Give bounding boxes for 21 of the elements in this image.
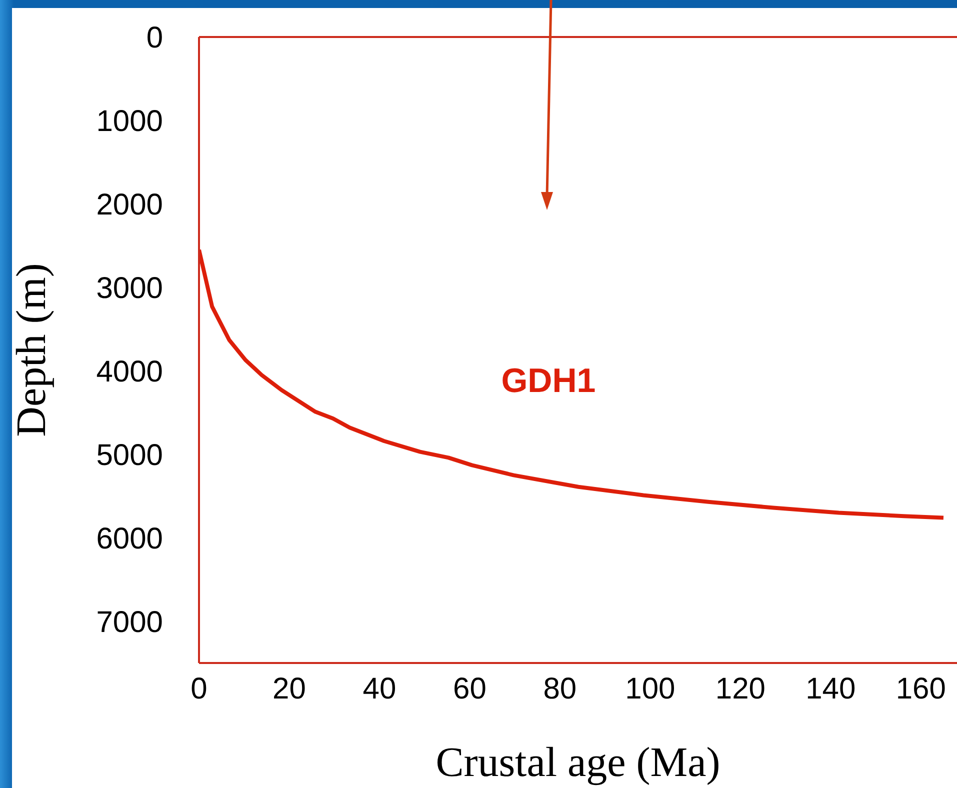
y-tick-label: 5000 xyxy=(96,438,163,472)
y-tick-label: 4000 xyxy=(96,356,163,389)
x-tick-label: 60 xyxy=(453,672,486,706)
x-tick-label: 40 xyxy=(362,672,396,706)
x-tick-label: 120 xyxy=(715,672,766,706)
y-tick-label: 7000 xyxy=(96,606,163,639)
text: GDH1 xyxy=(501,362,596,400)
x-tick-label: 100 xyxy=(625,672,676,706)
y-axis-title: Depth (m) xyxy=(8,263,55,437)
x-tick-label: 0 xyxy=(190,672,208,706)
x-axis-title: Crustal age (Ma) xyxy=(436,740,720,786)
x-tick-label: 140 xyxy=(806,672,856,706)
line-series xyxy=(199,248,946,520)
x-tick-label: 160 xyxy=(896,672,946,706)
x-tick-label: 20 xyxy=(272,672,306,706)
x-tick-label: 80 xyxy=(543,672,577,706)
y-tick-label: 1000 xyxy=(96,105,163,138)
y-tick-label: 6000 xyxy=(96,522,163,556)
y-tick-label: 3000 xyxy=(96,272,163,306)
y-tick-label: 0 xyxy=(146,22,163,55)
y-tick-label: 2000 xyxy=(96,188,163,222)
